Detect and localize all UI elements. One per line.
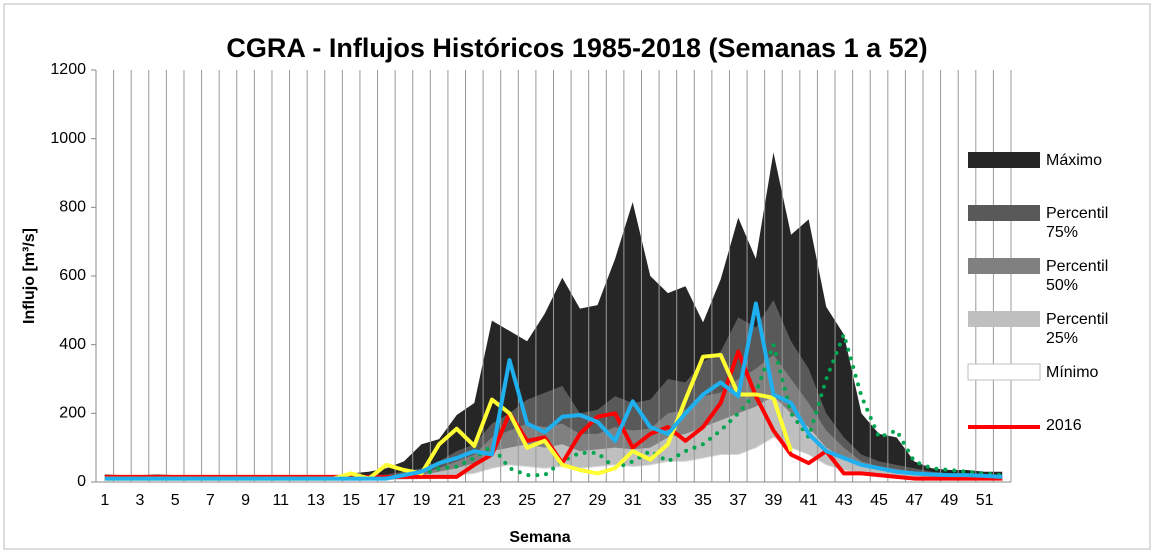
x-tick-label: 11 xyxy=(272,492,289,509)
y-tick-label: 400 xyxy=(59,336,86,353)
x-tick-label: 25 xyxy=(518,492,536,509)
x-tick-label: 23 xyxy=(483,492,501,509)
legend-swatch xyxy=(968,311,1040,327)
x-tick-label: 1 xyxy=(100,492,109,509)
y-tick-label: 200 xyxy=(59,405,86,422)
legend-label: Percentil 50% xyxy=(1046,258,1109,294)
legend-swatch xyxy=(968,205,1040,221)
x-tick-label: 51 xyxy=(976,492,994,509)
x-tick-label: 15 xyxy=(342,492,360,509)
legend-label: Percentil 75% xyxy=(1046,205,1109,241)
x-tick-label: 45 xyxy=(870,492,888,509)
x-tick-label: 33 xyxy=(659,492,677,509)
x-tick-label: 41 xyxy=(800,492,818,509)
x-tick-label: 3 xyxy=(136,492,145,509)
x-tick-label: 27 xyxy=(553,492,571,509)
x-tick-label: 9 xyxy=(241,492,250,509)
x-tick-label: 49 xyxy=(941,492,959,509)
y-tick-label: 800 xyxy=(59,199,86,216)
legend-label: Percentil 25% xyxy=(1046,311,1109,347)
x-tick-label: 17 xyxy=(377,492,395,509)
dotted-line xyxy=(419,332,1005,478)
legend-label: Mínimo xyxy=(1046,364,1099,381)
legend-label: 2016 xyxy=(1046,417,1082,434)
x-tick-label: 37 xyxy=(729,492,747,509)
x-tick-label: 47 xyxy=(905,492,923,509)
x-tick-label: 13 xyxy=(307,492,325,509)
line xyxy=(104,301,1003,481)
x-tick-label: 21 xyxy=(448,492,466,509)
x-tick-label: 31 xyxy=(624,492,642,509)
x-tick-label: 43 xyxy=(835,492,853,509)
y-tick-label: 1000 xyxy=(50,130,86,147)
x-tick-label: 5 xyxy=(171,492,180,509)
y-axis-title: Influjo [m³/s] xyxy=(21,228,38,324)
y-tick-label: 0 xyxy=(77,473,86,490)
legend-label: Máximo xyxy=(1046,152,1103,169)
x-axis-title: Semana xyxy=(509,529,570,546)
x-tick-label: 19 xyxy=(413,492,431,509)
x-tick-label: 39 xyxy=(765,492,783,509)
y-tick-label: 1200 xyxy=(50,61,86,78)
x-tick-label: 35 xyxy=(694,492,712,509)
y-tick-label: 600 xyxy=(59,267,86,284)
x-tick-label: 29 xyxy=(589,492,607,509)
legend-swatch xyxy=(967,363,1041,381)
chart-title: CGRA - Influjos Históricos 1985-2018 (Se… xyxy=(226,33,927,63)
x-tick-label: 7 xyxy=(206,492,215,509)
legend-swatch xyxy=(968,258,1040,274)
legend-swatch xyxy=(968,152,1040,168)
